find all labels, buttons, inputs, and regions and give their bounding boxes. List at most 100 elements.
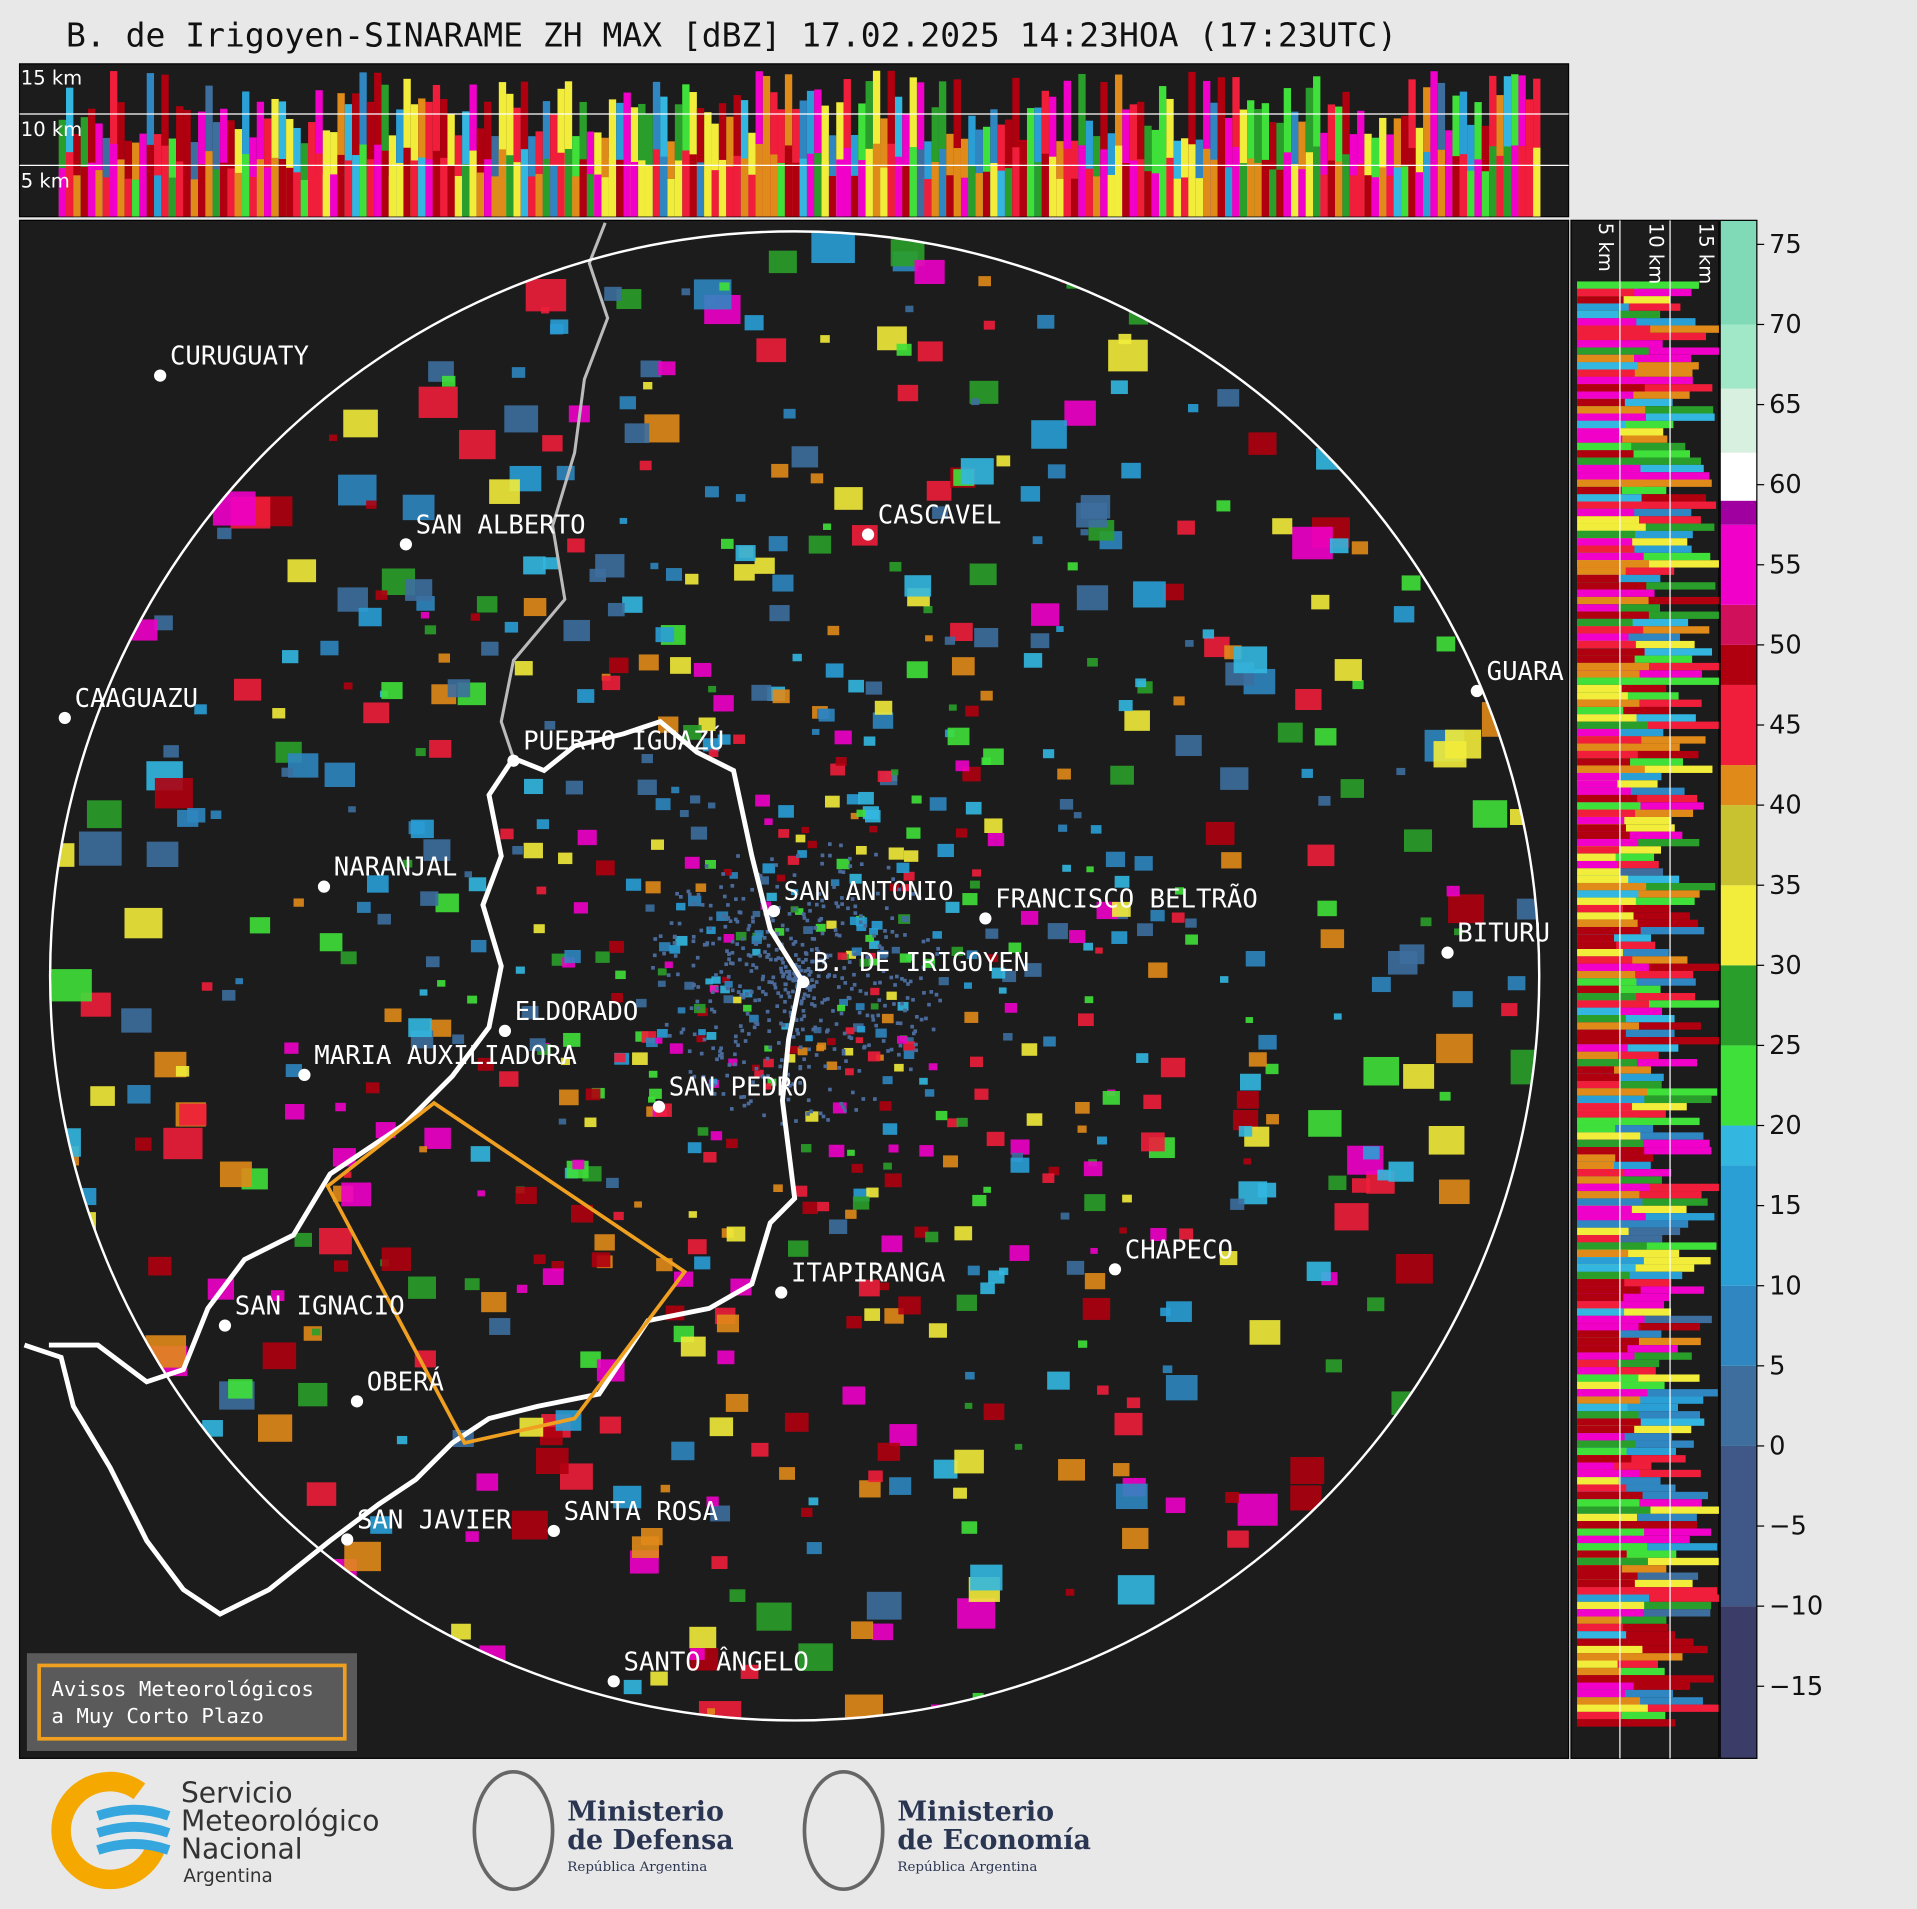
echo-row	[1577, 993, 1637, 1001]
logo-text: Nacional	[181, 1833, 303, 1866]
echo-cell	[712, 1009, 717, 1014]
echo-row	[1577, 1088, 1648, 1096]
echo-cell	[1057, 768, 1071, 780]
echo-cell	[1217, 389, 1240, 407]
echo-column	[535, 174, 543, 217]
echo-cell	[840, 902, 844, 906]
echo-cell	[763, 1083, 772, 1090]
echo-cell	[539, 1427, 563, 1446]
echo-cell	[1163, 583, 1184, 601]
echo-cell	[986, 1131, 1005, 1147]
echo-column	[528, 176, 536, 217]
echo-column	[161, 74, 169, 217]
echo-cell	[798, 1045, 803, 1050]
echo-column	[1225, 167, 1233, 217]
echo-row	[1577, 802, 1641, 810]
echo-column	[1408, 148, 1416, 217]
city-label: GUARA	[1487, 657, 1564, 687]
echo-cell	[828, 1219, 848, 1235]
echo-cell	[877, 944, 882, 949]
echo-column	[652, 81, 661, 217]
echo-cell	[873, 1097, 877, 1101]
echo-cell	[822, 960, 826, 965]
city-dot	[507, 754, 520, 767]
height-label: 10 km	[1644, 223, 1667, 284]
echo-cell	[891, 946, 900, 954]
echo-column	[396, 163, 404, 217]
echo-cell	[867, 1051, 881, 1062]
echo-cell	[965, 705, 979, 717]
echo-cell	[1225, 1491, 1239, 1503]
echo-row	[1577, 1110, 1622, 1118]
height-label: 15 km	[21, 67, 82, 90]
echo-cell	[914, 1042, 918, 1047]
echo-column	[843, 79, 851, 217]
echo-column	[1445, 173, 1453, 217]
echo-cell	[928, 1323, 947, 1338]
echo-cell	[228, 1379, 253, 1399]
echo-cell	[1121, 462, 1141, 479]
echo-cell	[856, 809, 866, 817]
echo-column	[806, 153, 815, 217]
city-dot	[547, 1524, 560, 1538]
echo-cell	[1047, 1371, 1070, 1390]
echo-cell	[817, 918, 822, 923]
echo-column	[564, 81, 573, 217]
echo-cell	[420, 891, 439, 906]
echo-cell	[738, 910, 743, 915]
echo-cell	[343, 409, 378, 438]
echo-cell	[723, 995, 734, 1004]
echo-row	[1577, 846, 1662, 854]
echo-cell	[787, 969, 792, 974]
echo-row	[1577, 457, 1702, 465]
echo-cell	[947, 727, 970, 746]
logo-text: República Argentina	[567, 1860, 707, 1875]
echo-cell	[767, 1078, 777, 1086]
echo-cell	[766, 952, 771, 957]
echo-cell	[805, 918, 810, 923]
echo-row	[1577, 1352, 1635, 1360]
echo-cell	[923, 958, 936, 968]
echo-cell	[792, 653, 802, 662]
echo-column	[579, 159, 587, 217]
echo-cell	[619, 517, 628, 524]
echo-row	[1577, 1352, 1692, 1360]
echo-cell	[780, 1121, 785, 1126]
echo-cell	[891, 877, 895, 881]
echo-cell	[769, 605, 790, 622]
echo-cell	[842, 1386, 866, 1405]
echo-row	[1577, 670, 1640, 678]
city-dot	[1470, 684, 1483, 698]
echo-cell	[911, 1031, 916, 1036]
echo-cell	[810, 959, 814, 964]
echo-cell	[1428, 1126, 1465, 1155]
echo-cell	[563, 619, 590, 642]
echo-cell	[773, 985, 778, 990]
echo-cell	[728, 961, 733, 965]
echo-column	[256, 159, 265, 217]
echo-cell	[194, 704, 207, 715]
echo-cell	[779, 1081, 784, 1085]
echo-column	[1195, 178, 1204, 217]
echo-cell	[900, 977, 904, 981]
echo-cell	[799, 968, 803, 973]
echo-cell	[1236, 1091, 1259, 1109]
echo-column	[1364, 175, 1372, 217]
echo-cell	[1292, 526, 1333, 560]
echo-cell	[845, 1209, 857, 1219]
echo-cell	[634, 1201, 642, 1208]
echo-cell	[1185, 640, 1194, 647]
echo-cell	[1308, 1110, 1342, 1137]
echo-column	[1203, 148, 1211, 217]
echo-cell	[1175, 735, 1202, 756]
echo-row	[1577, 318, 1637, 326]
echo-cell	[746, 953, 751, 957]
echo-row	[1577, 1499, 1640, 1507]
echo-column	[1019, 178, 1027, 217]
echo-cell	[823, 523, 832, 530]
echo-column	[374, 72, 382, 217]
echo-cell	[405, 579, 433, 601]
echo-cell	[650, 1671, 668, 1686]
echo-cell	[745, 1011, 750, 1016]
echo-cell	[1073, 812, 1082, 819]
